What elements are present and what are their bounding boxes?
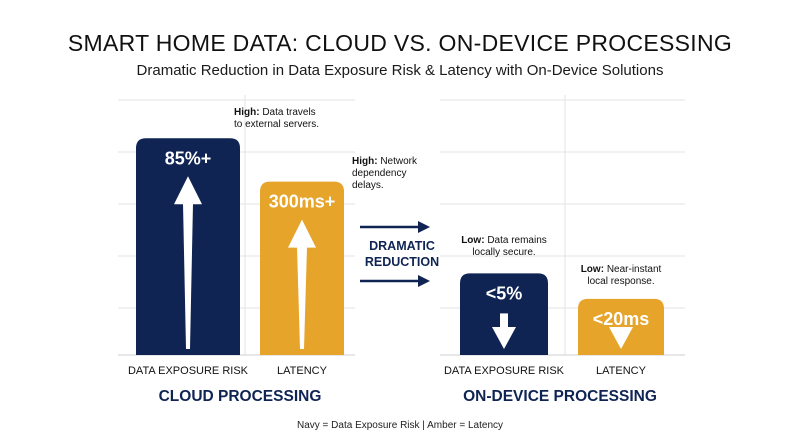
category-label: LATENCY [596, 365, 647, 377]
group-label: ON-DEVICE PROCESSING [463, 388, 657, 405]
bar-annotation: Low: Data remains locally secure. [461, 235, 547, 258]
annotation-line: High: Network [352, 156, 418, 167]
bar-value-label: <5% [486, 283, 523, 303]
dramatic-reduction-line-2: REDUCTION [364, 255, 440, 269]
arrow-down-icon [492, 327, 516, 349]
annotation-line: High: Data travels [234, 107, 316, 118]
legend-footnote: Navy = Data Exposure Risk | Amber = Late… [296, 420, 504, 431]
annotation-line: Low: Near-instant [581, 264, 662, 275]
arrow-shaft [500, 313, 508, 328]
annotation-level: Low: [461, 235, 487, 246]
annotation-line: local response. [587, 276, 654, 287]
category-label: LATENCY [277, 365, 328, 377]
arrow-shaft [183, 203, 193, 349]
arrow-right-icon [418, 221, 430, 233]
bar-value-label: 300ms+ [269, 192, 336, 212]
dramatic-reduction-line-1: DRAMATIC [369, 239, 435, 253]
arrow-down-icon [609, 327, 633, 349]
category-label: DATA EXPOSURE RISK [444, 365, 565, 377]
annotation-line: to external servers. [234, 119, 319, 130]
annotation-line: locally secure. [472, 247, 535, 258]
group-label: CLOUD PROCESSING [159, 388, 322, 405]
bar-annotation: High: Network dependency delays. [352, 156, 418, 191]
bar-value-label: <20ms [593, 309, 650, 329]
chart-title: SMART HOME DATA: CLOUD VS. ON-DEVICE PRO… [67, 30, 733, 56]
category-label: DATA EXPOSURE RISK [128, 365, 249, 377]
arrow-right-icon [418, 275, 430, 287]
chart-subtitle: Dramatic Reduction in Data Exposure Risk… [136, 62, 664, 79]
annotation-line: delays. [352, 180, 384, 191]
bar [578, 298, 664, 355]
annotation-level: High: [352, 156, 380, 167]
arrow-up-icon [174, 176, 202, 205]
bar-annotation: High: Data travels to external servers. [234, 107, 319, 130]
bar-annotation: Low: Near-instant local response. [581, 264, 662, 287]
annotation-line: dependency [352, 168, 407, 179]
annotation-level: Low: [581, 264, 607, 275]
bar-value-label: 85%+ [165, 148, 212, 168]
dramatic-reduction-label: DRAMATIC REDUCTION [350, 238, 454, 270]
annotation-level: High: [234, 107, 262, 118]
arrow-up-icon [288, 219, 316, 248]
arrow-shaft [297, 246, 307, 349]
annotation-line: Low: Data remains [461, 235, 547, 246]
